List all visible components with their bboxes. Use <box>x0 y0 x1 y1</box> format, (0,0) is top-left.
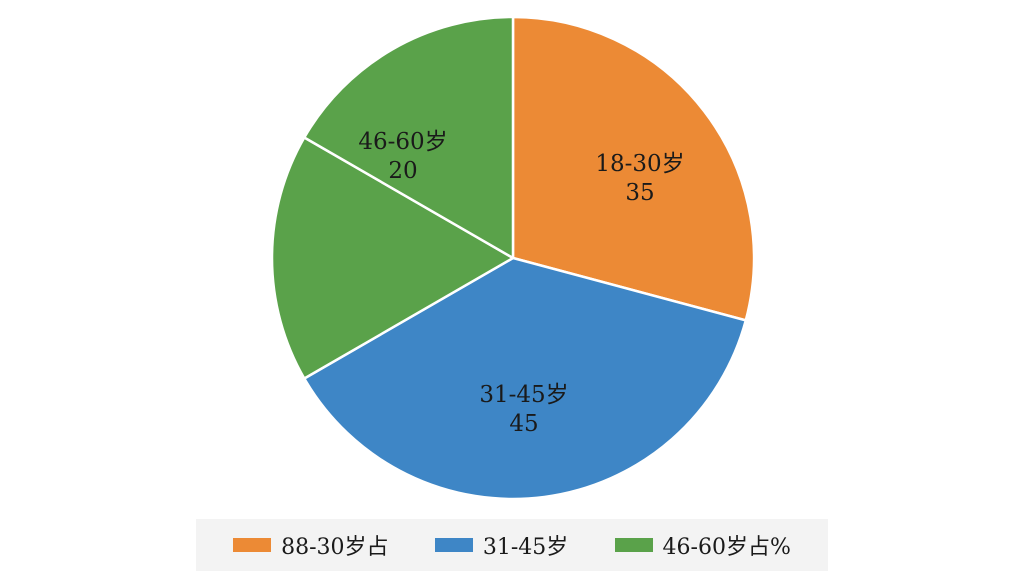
legend-swatch-orange <box>233 538 272 552</box>
slice-value-3: 20 <box>388 158 417 184</box>
pie-slice-3 <box>303 15 515 260</box>
slice-value-1: 45 <box>509 411 538 437</box>
legend-item-green: 46-60岁占% <box>614 529 791 561</box>
legend-item-blue: 31-45岁 <box>434 529 569 561</box>
legend-label-blue: 31-45岁 <box>482 535 569 560</box>
legend-label-green: 46-60岁占% <box>662 535 791 560</box>
legend-label-orange: 88-30岁占 <box>281 535 389 560</box>
slice-label-3: 46-60岁 <box>358 129 447 155</box>
pie-slice-0 <box>511 15 756 322</box>
pie-slice-1 <box>303 256 748 501</box>
legend-item-orange: 88-30岁占 <box>233 529 389 561</box>
slice-value-0: 35 <box>625 180 654 206</box>
slice-label-1: 31-45岁 <box>479 382 568 408</box>
pie-slice-2 <box>270 136 515 380</box>
legend-swatch-green <box>614 538 653 552</box>
chart-legend: 88-30岁占 31-45岁 46-60岁占% <box>196 519 828 571</box>
slice-label-0: 18-30岁 <box>595 151 684 177</box>
legend-swatch-blue <box>434 538 473 552</box>
